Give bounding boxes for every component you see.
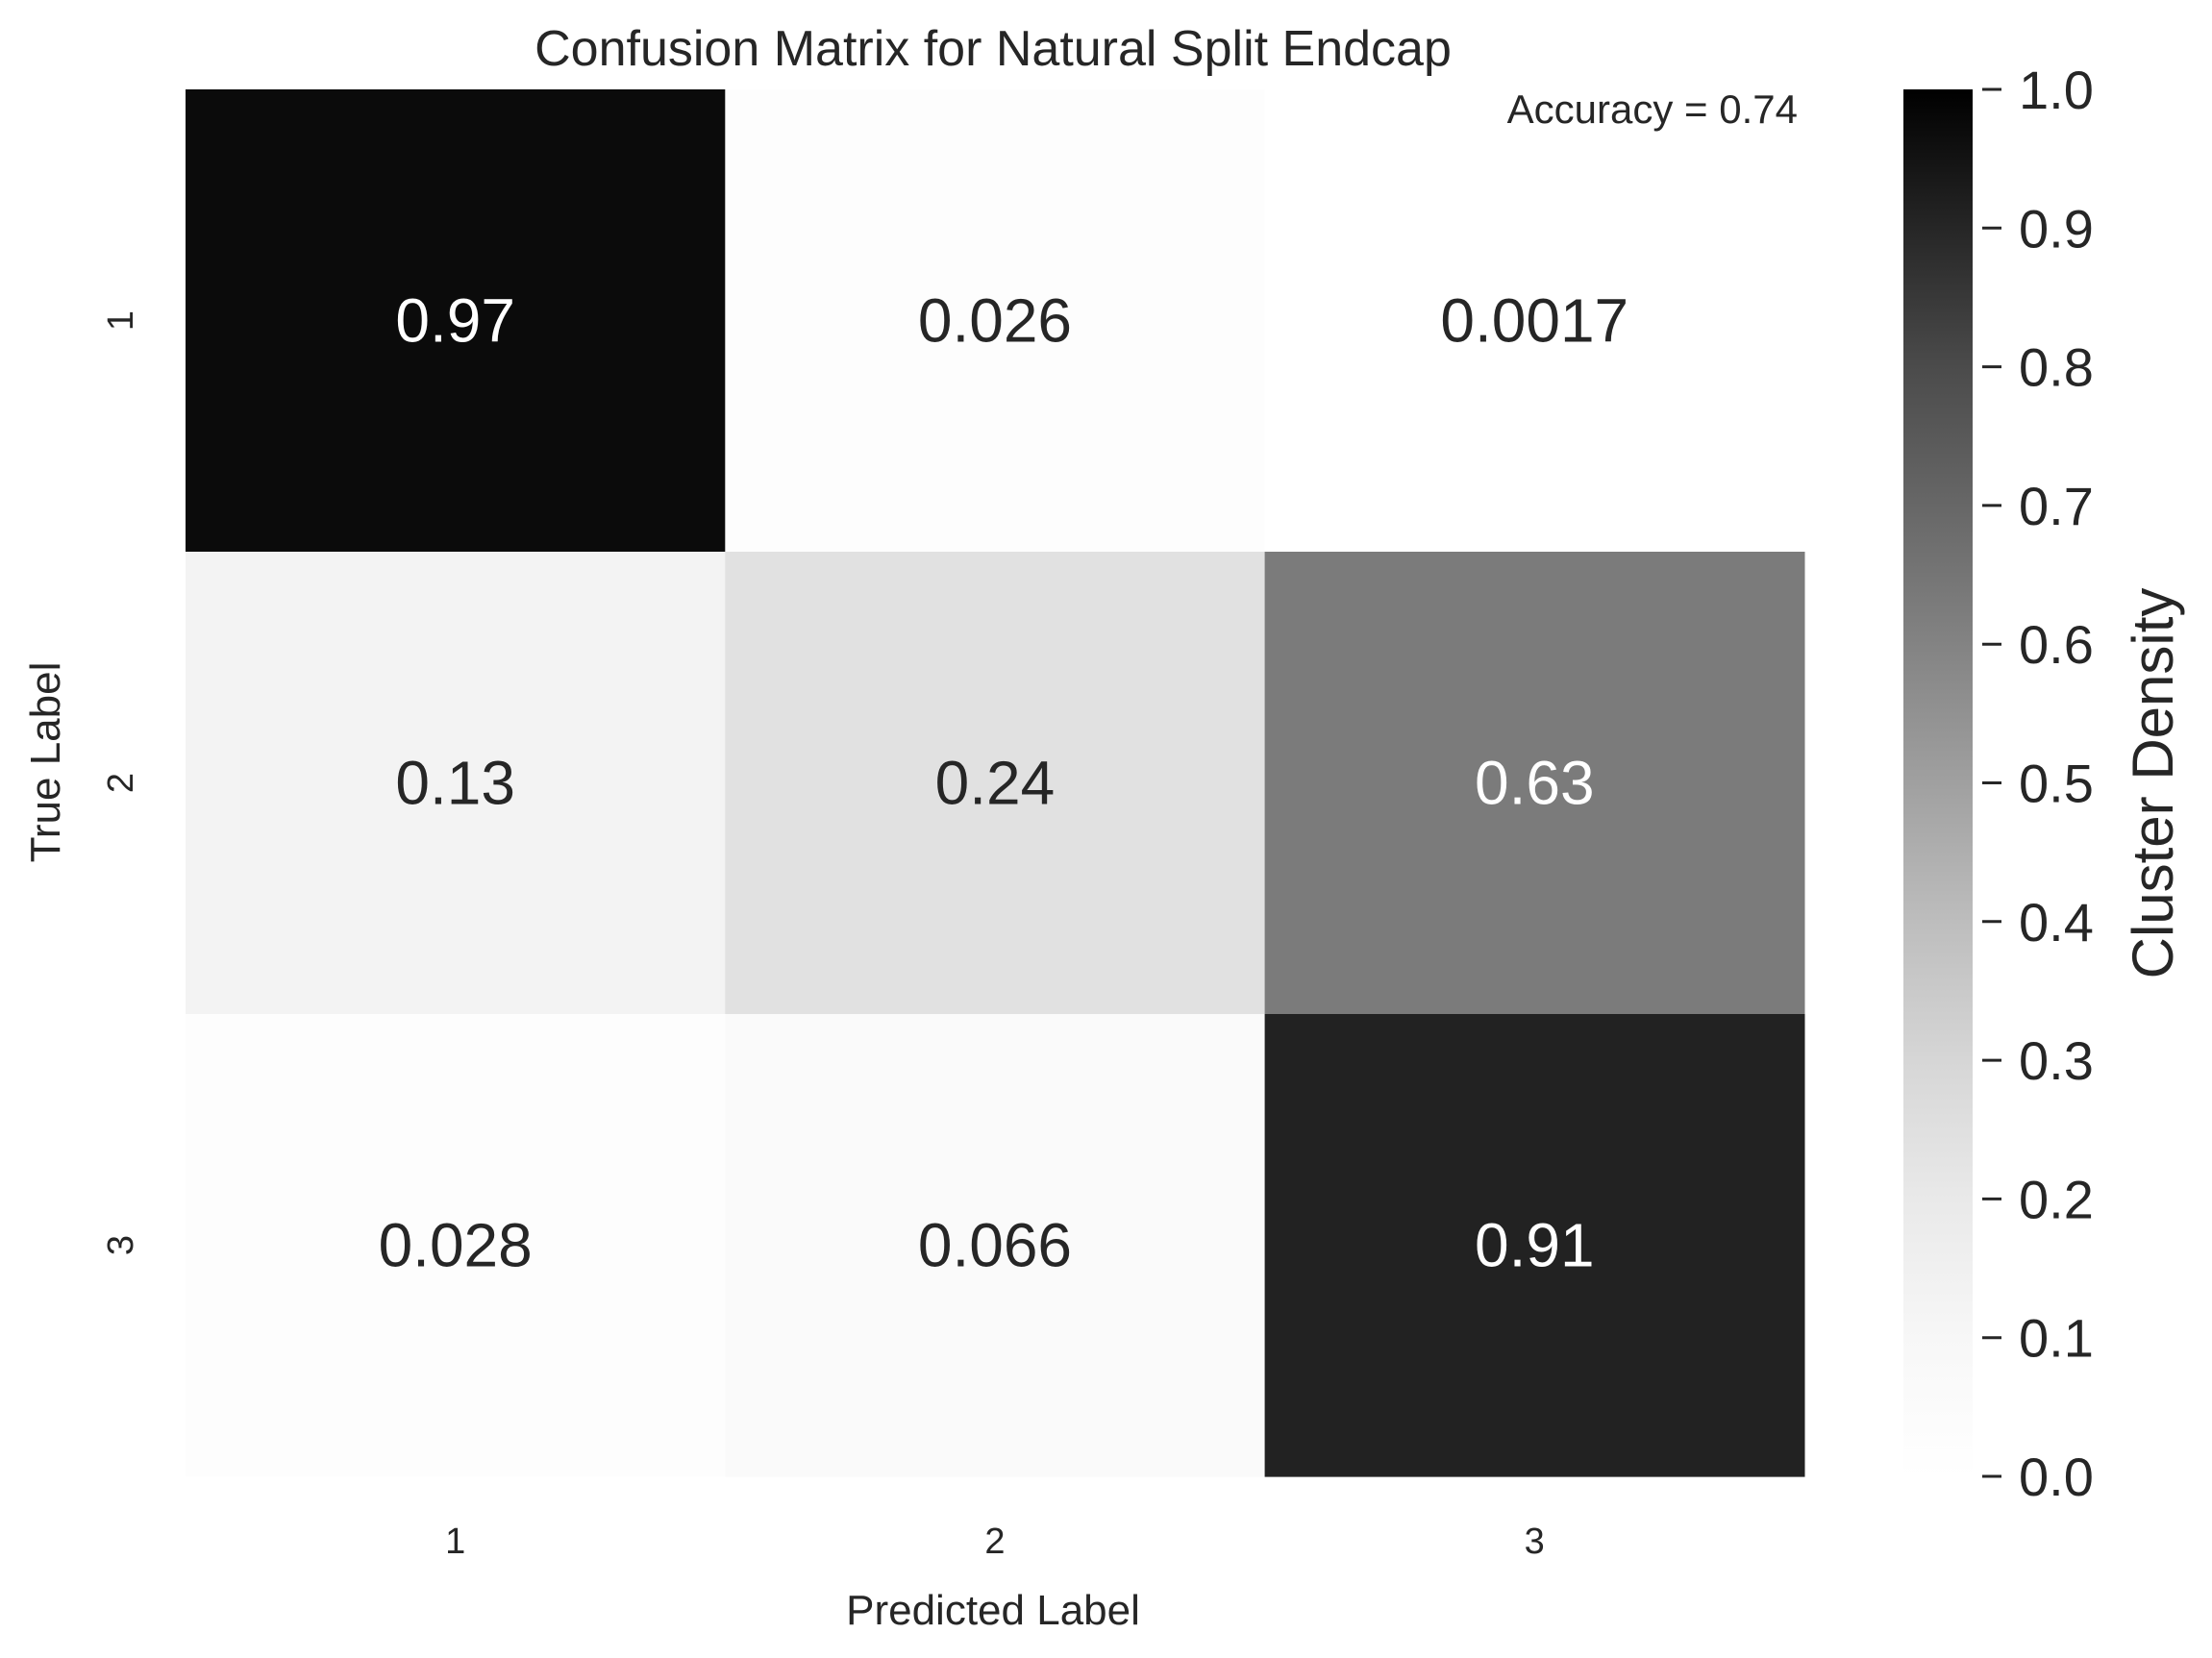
colorbar-tick-label: 0.8	[2019, 337, 2094, 398]
chart-title: Confusion Matrix for Natural Split Endca…	[534, 21, 1452, 77]
cell-value-label-r1-c2: 0.026	[918, 286, 1072, 356]
x-tick-label-1: 1	[445, 1522, 465, 1562]
y-tick-label-3: 3	[101, 1235, 141, 1255]
heatmap-cell-r2-c1	[186, 552, 726, 1015]
cell-value-label-r2-c1: 0.13	[395, 749, 515, 818]
cell-value-label-r3-c1: 0.028	[379, 1211, 533, 1280]
cell-value-label-r1-c1: 0.97	[395, 286, 515, 356]
x-axis-ticks: 1 2 3	[445, 1522, 1545, 1562]
x-tick-label-2: 2	[984, 1522, 1005, 1562]
cell-value-label-r1-c3: 0.0017	[1440, 286, 1628, 356]
y-tick-label-2: 2	[101, 773, 141, 793]
colorbar-ticks: 0.0 0.1 0.2 0.3 0.4 0.5 0.6 0.7 0.8 0.9 1.0	[1982, 60, 2094, 1507]
cell-value-label-r2-c2: 0.24	[935, 749, 1056, 818]
x-axis-label: Predicted Label	[846, 1587, 1140, 1634]
accuracy-annotation: Accuracy = 0.74	[1507, 87, 1798, 132]
heatmap-cell-r1-c3	[1264, 89, 1805, 553]
heatmap-cell-r2-c2	[725, 552, 1266, 1015]
heatmap-cell-r3-c1	[186, 1014, 726, 1477]
colorbar-tick-label: 0.5	[2019, 754, 2094, 814]
colorbar-tick-label: 0.4	[2019, 892, 2094, 953]
heatmap-cell-r1-c1	[186, 89, 726, 553]
colorbar-tick-label: 1.0	[2019, 60, 2094, 120]
heatmap-cell-r3-c3	[1264, 1014, 1805, 1477]
y-axis-label: True Label	[22, 662, 69, 863]
colorbar-tick-label: 0.7	[2019, 476, 2094, 536]
colorbar-tick-label: 0.0	[2019, 1447, 2094, 1507]
x-tick-label-3: 3	[1525, 1522, 1545, 1562]
heatmap-cell-r3-c2	[725, 1014, 1266, 1477]
heatmap-cell-r1-c2	[725, 89, 1266, 553]
colorbar-tick-label: 0.2	[2019, 1169, 2094, 1229]
cell-value-label-r3-c3: 0.91	[1475, 1211, 1595, 1280]
heatmap-cells	[186, 89, 1805, 1477]
heatmap-cell-labels: 0.97 0.026 0.0017 0.13 0.24 0.63 0.028 0.066 0.9…	[379, 286, 1629, 1280]
colorbar-tick-label: 0.1	[2019, 1308, 2094, 1369]
colorbar	[1903, 89, 1973, 1476]
colorbar-tick-label: 0.6	[2019, 614, 2094, 675]
colorbar-tick-label: 0.9	[2019, 198, 2094, 259]
y-axis-ticks: 1 2 3	[101, 310, 141, 1255]
y-tick-label-1: 1	[101, 310, 141, 331]
colorbar-label: Cluster Density	[2121, 588, 2185, 979]
heatmap-cell-r2-c3	[1264, 552, 1805, 1015]
cell-value-label-r3-c2: 0.066	[918, 1211, 1072, 1280]
colorbar-tick-label: 0.3	[2019, 1030, 2094, 1091]
cell-value-label-r2-c3: 0.63	[1475, 749, 1595, 818]
